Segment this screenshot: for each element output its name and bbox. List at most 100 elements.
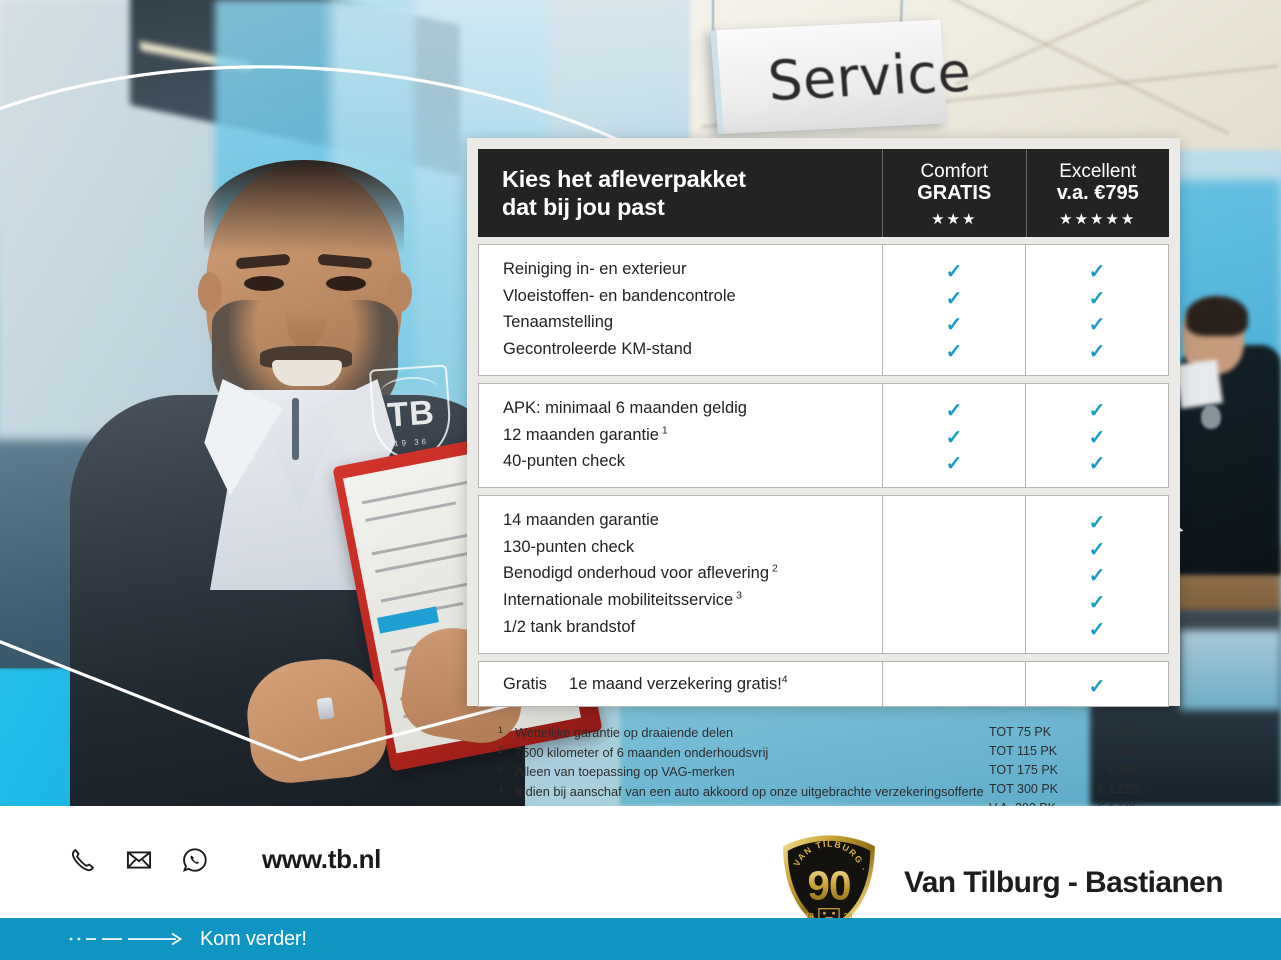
price-row: TOT 175 PK € 995,- — [989, 761, 1147, 780]
gratis-comfort-cell: ✓ — [883, 661, 1026, 707]
gratis-excellent-cell: ✓ — [1026, 662, 1168, 707]
brand-lockup: VAN TILBURG · BASTIANEN 90 19 36 Van Til… — [774, 828, 1224, 938]
person-mouth — [272, 360, 342, 386]
price-row: TOT 115 PK € 895,- — [989, 742, 1147, 761]
price-amount: € 895,- — [1108, 744, 1147, 759]
gratis-item: Gratis 1e maand verzekering gratis!4 — [503, 671, 882, 698]
sign-rod — [712, 0, 714, 34]
column-header-comfort: Comfort GRATIS ★★★ — [882, 149, 1026, 237]
photo-advisor-badge — [1201, 405, 1221, 429]
check-mark: ✓ — [1088, 538, 1106, 561]
check-mark: ✓ — [1088, 618, 1106, 641]
footnote-text: Alleen van toepassing op VAG-merken — [515, 764, 735, 780]
feature-item: Vloeistoffen- en bandencontrole — [503, 286, 736, 305]
footnote-text: 7500 kilometer of 6 maanden onderhoudsvr… — [515, 744, 769, 760]
photo-person: TB 19 36 — [60, 60, 603, 806]
comfort-stars: ★★★ — [931, 210, 978, 228]
svg-text:19: 19 — [805, 912, 814, 921]
footnote-number: 1 — [498, 725, 504, 736]
person-ring — [316, 697, 335, 720]
mail-icon[interactable] — [124, 845, 154, 875]
person-ear-left — [198, 272, 222, 312]
table-header: Kies het afleverpakket dat bij jou past … — [478, 149, 1169, 237]
check-mark: ✓ — [945, 453, 963, 476]
price-amount: € 795,- — [1108, 725, 1147, 740]
feature-item: 40-punten check — [503, 452, 626, 471]
excellent-stars: ★★★★★ — [1059, 210, 1137, 228]
check-mark-placeholder: ✓ — [946, 614, 963, 641]
svg-text:36: 36 — [844, 912, 853, 921]
price-row: TOT 300 PK € 1.295,- — [989, 780, 1147, 799]
comfort-cell: ✓ ✓ ✓ ✓ — [883, 245, 1026, 375]
footnote-number: 2 — [498, 744, 504, 755]
check-mark: ✓ — [945, 314, 963, 337]
tagline-text: Kom verder! — [200, 927, 307, 950]
feature-item: APK: minimaal 6 maanden geldig — [503, 398, 747, 417]
excellent-cell: ✓ ✓ ✓ ✓ ✓ — [1026, 496, 1168, 653]
footnote-text: Wettelijke garantie op draaiende delen — [515, 725, 734, 741]
gratis-label: Gratis — [503, 674, 548, 693]
anniversary-shield-logo: VAN TILBURG · BASTIANEN 90 19 36 — [774, 828, 875, 933]
tb-shield-year: 19 36 — [393, 436, 430, 449]
table-row: Reiniging in- en exterieur Vloeistoffen- … — [478, 244, 1169, 376]
whatsapp-icon[interactable] — [180, 845, 210, 875]
tb-shield-arc — [379, 375, 439, 394]
footnote: 3 Alleen van toepassing op VAG-merken — [498, 762, 984, 781]
feature-item: Tenaamstelling — [503, 313, 614, 332]
svg-text:90: 90 — [807, 863, 850, 909]
table-body: Reiniging in- en exterieur Vloeistoffen- … — [478, 244, 1169, 654]
footnote-list: 1 Wettelijke garantie op draaiende delen 2… — [498, 723, 984, 818]
check-mark: ✓ — [1088, 675, 1106, 698]
feature-list-cell: APK: minimaal 6 maanden geldig 12 maanden… — [479, 383, 883, 488]
feature-item: Gecontroleerde KM-stand — [503, 340, 692, 359]
check-mark: ✓ — [1088, 592, 1106, 615]
person-eye-left — [244, 276, 284, 291]
footnote-number: 4 — [498, 783, 504, 794]
check-mark: ✓ — [1088, 261, 1106, 283]
panel-title-line-1: Kies het afleverpakket — [502, 165, 746, 192]
panel-footnotes-area: 1 Wettelijke garantie op draaiende delen 2… — [478, 707, 1169, 818]
photo-advisor-collar — [1175, 359, 1223, 409]
feature-item: 1/2 tank brandstof — [503, 617, 636, 636]
phone-icon[interactable] — [68, 845, 98, 875]
feature-item: 130-punten check — [503, 537, 635, 556]
check-mark: ✓ — [1088, 453, 1106, 476]
price-list: TOT 75 PK € 795,- TOT 115 PK € 895,- TOT 175… — [989, 723, 1149, 818]
check-mark-placeholder: ✓ — [946, 560, 963, 587]
price-amount: € 995,- — [1108, 763, 1147, 778]
check-mark: ✓ — [945, 426, 963, 449]
comfort-price: GRATIS — [917, 182, 992, 205]
price-power-class: TOT 300 PK — [989, 782, 1059, 797]
brand-name: Van Tilburg - Bastianen — [903, 866, 1224, 899]
check-mark: ✓ — [1088, 399, 1106, 422]
panel-title: Kies het afleverpakket dat bij jou past — [478, 149, 882, 237]
tagline-group: Kom verder! — [68, 928, 307, 951]
footnote: 1 Wettelijke garantie op draaiende delen — [498, 723, 984, 742]
excellent-cell: ✓ ✓ ✓ — [1026, 384, 1168, 487]
tb-shield-label: TB — [386, 392, 436, 435]
excellent-price: v.a. €795 — [1056, 182, 1139, 205]
price-row: TOT 75 PK € 795,- — [989, 723, 1147, 742]
feature-item: Benodigd onderhoud voor aflevering 2 — [503, 562, 778, 583]
check-mark: ✓ — [945, 341, 963, 364]
gratis-features: Gratis 1e maand verzekering gratis!4 — [479, 661, 883, 707]
website-url[interactable]: www.tb.nl — [262, 844, 382, 874]
excellent-name: Excellent — [1059, 161, 1137, 183]
footnote: 2 7500 kilometer of 6 maanden onderhoudsv… — [498, 743, 984, 762]
feature-item: Internationale mobiliteitsservice 3 — [503, 589, 742, 610]
comfort-cell: ✓✓✓✓✓ — [883, 496, 1026, 653]
check-mark: ✓ — [945, 287, 963, 310]
check-mark: ✓ — [1088, 341, 1106, 364]
price-power-class: TOT 115 PK — [989, 744, 1058, 759]
check-mark: ✓ — [945, 399, 963, 422]
table-row: APK: minimaal 6 maanden geldig 12 maanden… — [478, 382, 1169, 489]
footnote-number: 3 — [498, 764, 504, 775]
footnote: 4 Indien bij aanschaf van een auto akkoor… — [498, 782, 984, 801]
photo-advisor-hair — [1186, 296, 1248, 336]
footnote-text: Indien bij aanschaf van een auto akkoord… — [515, 783, 984, 799]
check-mark: ✓ — [1088, 426, 1106, 449]
check-mark-placeholder: ✓ — [946, 587, 963, 614]
check-mark: ✓ — [1088, 314, 1106, 337]
person-zipper — [292, 398, 299, 460]
